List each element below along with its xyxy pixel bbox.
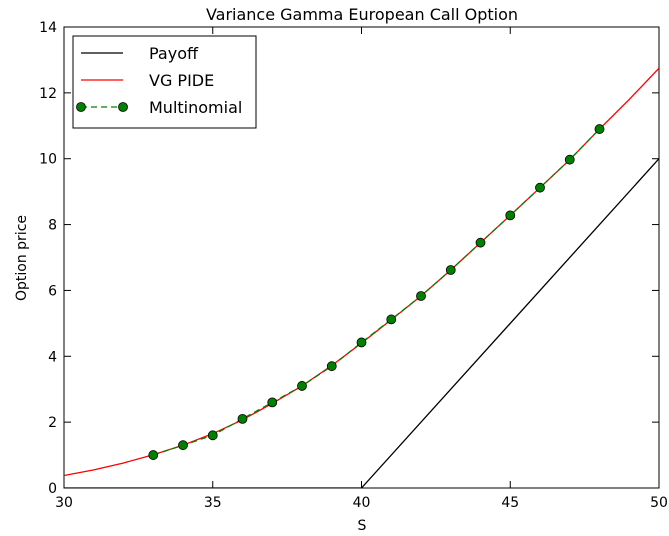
x-tick-label: 35 [204,495,222,511]
series-point-multinomial [594,124,605,134]
x-tick-label: 30 [55,495,73,511]
series-line-payoff [64,158,659,488]
x-tick-label: 50 [650,495,668,511]
legend-label-vg-pide: VG PIDE [149,71,214,90]
series-point-multinomial [475,237,486,248]
y-tick-label: 14 [39,20,57,36]
series-point-multinomial [237,413,248,424]
y-tick-label: 12 [39,86,57,102]
y-tick-label: 4 [48,349,57,365]
series-point-multinomial [207,430,218,441]
series-point-multinomial [297,381,307,391]
x-axis-label: S [358,518,367,534]
legend-label-multinomial: Multinomial [149,98,242,117]
y-tick-label: 8 [48,218,57,234]
plot-area: 30 35 40 45 50 0 2 4 6 8 10 12 14 [39,20,668,511]
series-line-multinomial [153,128,600,456]
legend-marker-multinomial [118,102,128,112]
y-tick-label: 10 [39,152,57,168]
x-tick-label: 40 [353,495,371,511]
series-point-multinomial [386,314,397,325]
legend-box [72,35,257,129]
y-tick-label: 2 [48,415,57,431]
series-point-multinomial [178,440,188,451]
series-line-vg-pide [64,67,659,477]
ticks-layer: 30 35 40 45 50 0 2 4 6 8 10 12 14 [39,20,668,511]
series-point-multinomial [505,210,516,221]
legend-label-payoff: Payoff [149,44,199,63]
legend: Payoff VG PIDE Multinomial [72,35,257,129]
y-tick-label: 6 [48,283,57,299]
series-point-multinomial [148,450,159,460]
series-point-multinomial [267,397,278,408]
series-point-multinomial [356,337,367,348]
x-tick-label: 45 [501,495,519,511]
y-tick-label: 0 [48,481,57,497]
y-axis-label: Option price [14,215,30,301]
series-point-multinomial [535,182,545,193]
series-layer [64,67,659,488]
series-point-multinomial [445,265,456,275]
series-point-multinomial [326,361,337,372]
chart-title: Variance Gamma European Call Option [206,5,518,24]
series-point-multinomial [416,291,426,301]
series-point-multinomial [564,154,575,165]
legend-marker-multinomial [76,102,86,112]
